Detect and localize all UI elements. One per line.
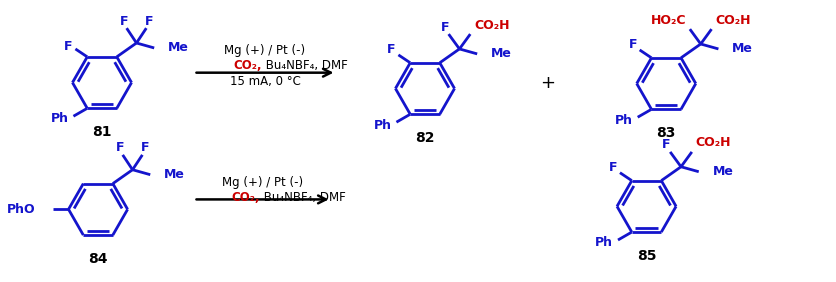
Text: Me: Me: [711, 165, 732, 178]
Text: PhO: PhO: [7, 203, 35, 216]
Text: F: F: [440, 21, 448, 34]
Text: Me: Me: [491, 47, 512, 60]
Text: F: F: [608, 161, 617, 174]
Text: +: +: [540, 74, 555, 92]
Text: HO₂C: HO₂C: [650, 14, 686, 27]
Text: Mg (+) / Pt (-): Mg (+) / Pt (-): [224, 44, 305, 58]
Text: Me: Me: [732, 42, 752, 56]
Text: 84: 84: [89, 252, 108, 266]
Text: 83: 83: [655, 126, 675, 140]
Text: Me: Me: [168, 41, 189, 54]
Text: Me: Me: [164, 168, 185, 181]
Text: F: F: [141, 142, 150, 155]
Text: F: F: [387, 43, 395, 56]
Text: F: F: [115, 142, 124, 155]
Text: CO₂,: CO₂,: [231, 191, 259, 204]
Text: CO₂H: CO₂H: [695, 136, 731, 149]
Text: CO₂H: CO₂H: [474, 19, 509, 32]
Text: 85: 85: [636, 249, 655, 263]
Text: 81: 81: [92, 125, 112, 139]
Text: Bu₄NBF₄, DMF: Bu₄NBF₄, DMF: [262, 59, 347, 72]
Text: 82: 82: [415, 131, 434, 145]
Text: Mg (+) / Pt (-): Mg (+) / Pt (-): [222, 176, 303, 189]
Text: F: F: [145, 15, 153, 28]
Text: Bu₄NBF₄, DMF: Bu₄NBF₄, DMF: [259, 191, 345, 204]
Text: Ph: Ph: [373, 119, 391, 132]
Text: F: F: [120, 15, 128, 28]
Text: CO₂H: CO₂H: [715, 14, 750, 27]
Text: F: F: [64, 40, 73, 54]
Text: F: F: [661, 138, 670, 151]
Text: Ph: Ph: [614, 114, 632, 127]
Text: CO₂,: CO₂,: [233, 59, 262, 72]
Text: Ph: Ph: [51, 112, 69, 125]
Text: 15 mA, 0 °C: 15 mA, 0 °C: [229, 75, 300, 88]
Text: Ph: Ph: [594, 237, 613, 250]
Text: F: F: [628, 38, 636, 52]
